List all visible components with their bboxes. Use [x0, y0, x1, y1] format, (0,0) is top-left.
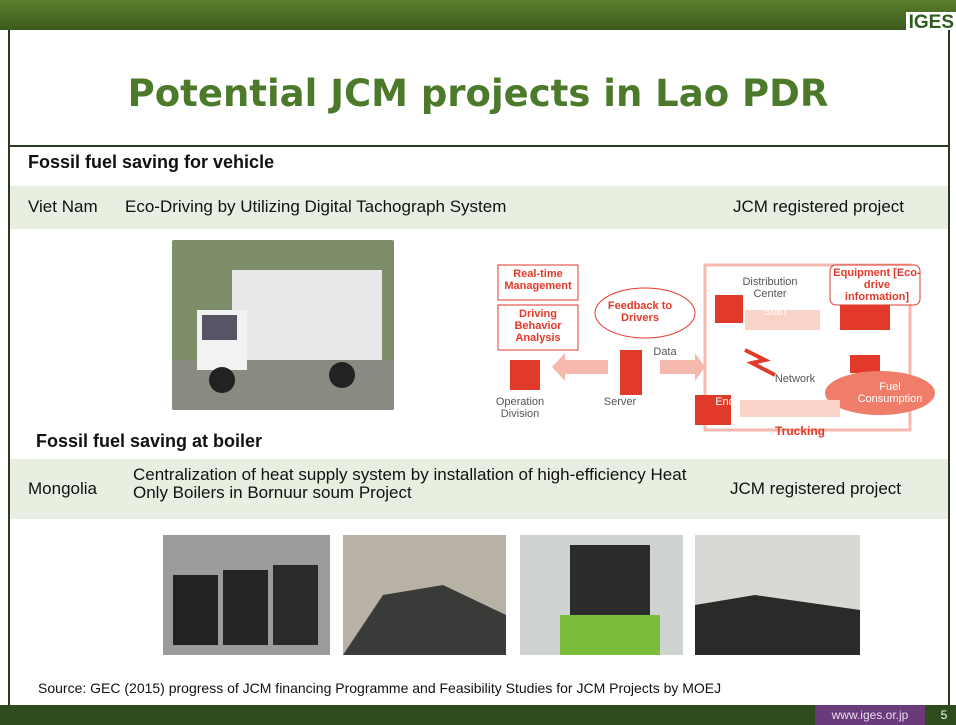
boiler-photo [163, 535, 330, 655]
diagram-label: Feedback to Drivers [607, 300, 673, 324]
diagram-label: Data [653, 346, 677, 358]
status: JCM registered project [730, 479, 902, 498]
diagram-label: Trucking [774, 424, 825, 438]
diagram-label: Server [603, 396, 637, 408]
footer-bar [0, 705, 956, 725]
footer-url: www.iges.or.jp [815, 705, 925, 725]
country: Viet Nam [28, 197, 98, 216]
eco-driving-diagram [497, 263, 935, 432]
title: Potential JCM projects in Lao PDR [127, 72, 829, 115]
status: JCM registered project [733, 197, 905, 216]
diagram-label: Start [763, 306, 787, 318]
project: Eco-Driving by Utilizing Digital Tachogr… [125, 197, 507, 216]
title-rule [8, 145, 950, 147]
diagram-label: Network [774, 373, 816, 385]
diagram-label: Equipment [Eco-drive information] [833, 267, 921, 303]
country: Mongolia [28, 479, 97, 498]
truck-photo [172, 240, 394, 410]
equipment-photo [520, 535, 683, 655]
project-row [10, 185, 948, 229]
frame [8, 30, 950, 705]
storage-photo [695, 535, 860, 655]
project-row [10, 458, 948, 519]
section-heading: Fossil fuel saving for vehicle [28, 152, 275, 172]
project: Centralization of heat supply system by … [133, 465, 687, 502]
logo: IGES [906, 12, 956, 34]
diagram-label: End [715, 396, 735, 408]
coal-photo [343, 535, 506, 655]
top-bar [0, 0, 956, 30]
section-heading: Fossil fuel saving at boiler [36, 431, 263, 451]
diagram-label: Distribution Center [742, 276, 798, 300]
page-number: 5 [940, 708, 948, 722]
diagram-label: Fuel Consumption [857, 381, 923, 405]
source: Source: GEC (2015) progress of JCM finan… [38, 680, 722, 696]
diagram-label: Operation Division [495, 396, 545, 420]
diagram-label: Driving Behavior Analysis [514, 308, 562, 344]
diagram-label: Real-time Management [504, 268, 572, 292]
